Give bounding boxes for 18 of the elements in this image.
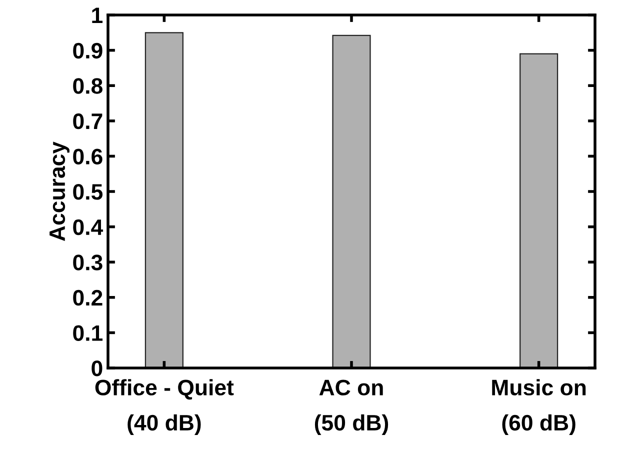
y-tick-label: 0.4 (73, 219, 104, 236)
x-tick-label: AC on (50 dB) (314, 380, 388, 436)
bar (332, 34, 371, 368)
y-tick-label: 0.2 (73, 290, 102, 306)
y-tick-label: 0.5 (73, 184, 103, 200)
y-tick-label: 0.1 (73, 325, 103, 341)
y-tick-label: 0.8 (73, 78, 102, 94)
y-axis-title: Accuracy (50, 142, 70, 241)
y-tick-label: 0.3 (73, 254, 102, 270)
y-tick-label: 0.9 (73, 42, 102, 59)
y-tick-label: 0 (92, 360, 102, 376)
x-tick-label: Office - Quiet (40 dB) (95, 379, 234, 436)
bar (144, 32, 184, 368)
bar (520, 53, 558, 368)
y-tick-label: 1 (92, 8, 103, 24)
y-tick-label: 0.7 (73, 113, 102, 130)
x-tick-label: Music on (60 dB) (492, 379, 586, 436)
y-tick-label: 0.6 (73, 148, 102, 164)
